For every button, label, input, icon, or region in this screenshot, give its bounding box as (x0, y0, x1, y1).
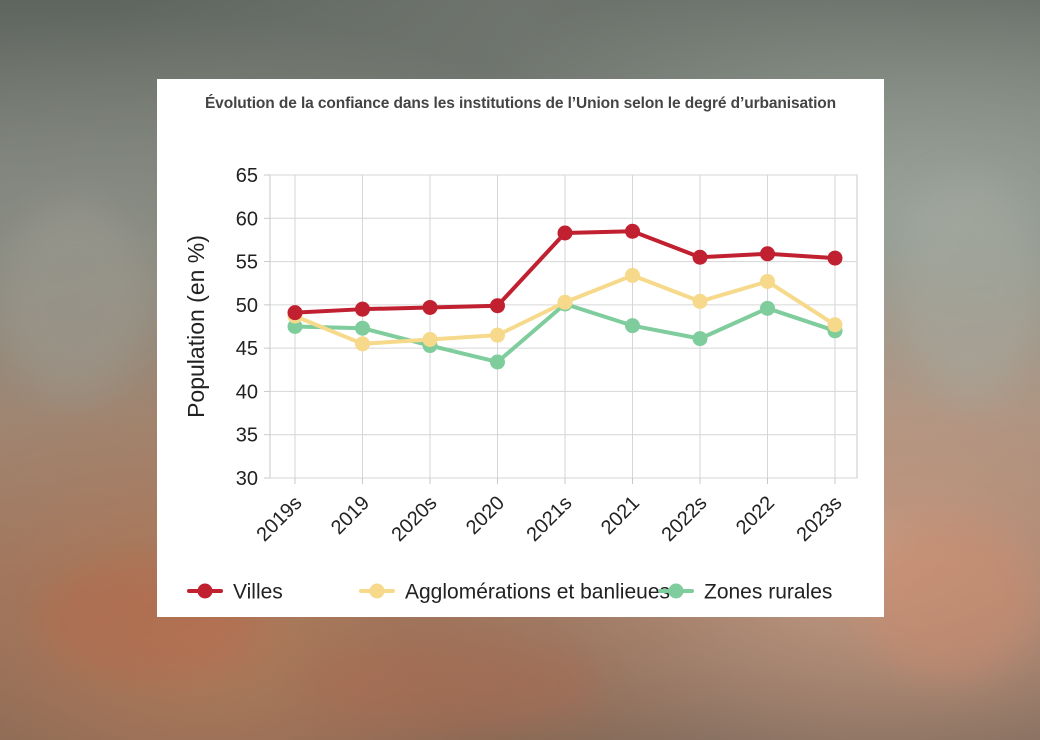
y-tick-label: 40 (236, 381, 258, 403)
data-point (760, 273, 775, 289)
legend-label: Zones rurales (704, 581, 832, 604)
legend-swatch-marker (668, 583, 684, 599)
data-point (355, 301, 370, 317)
background-blur (860, 520, 1040, 680)
data-point (557, 225, 573, 241)
background-blur (900, 180, 1040, 400)
y-tick-label: 55 (236, 252, 258, 274)
data-point (422, 299, 438, 315)
x-tick-label: 2022s (657, 492, 711, 546)
x-tick-label: 2022 (732, 492, 779, 539)
x-tick-label: 2021s (522, 492, 576, 546)
legend-swatch-marker (197, 583, 213, 599)
chart-card: Évolution de la confiance dans les insti… (157, 79, 884, 617)
data-point (557, 294, 573, 310)
x-tick-label: 2019s (252, 492, 306, 546)
data-point (625, 223, 640, 239)
y-tick-label: 35 (236, 425, 258, 447)
data-point (760, 300, 775, 316)
background-blur (300, 640, 600, 730)
data-point (422, 331, 438, 347)
data-point (355, 336, 370, 352)
data-point (760, 246, 775, 262)
data-point (625, 267, 640, 283)
data-point (692, 331, 708, 347)
data-point (490, 354, 505, 370)
legend-label: Villes (233, 581, 283, 604)
y-tick-label: 60 (236, 208, 258, 230)
line-chart: 30 35 40 45 50 55 60 65 2019s 2019 2020s 2020 2021s 2… (183, 165, 858, 604)
x-tick-label: 2023s (792, 492, 846, 546)
data-point (625, 318, 640, 334)
legend-swatch-marker (369, 583, 385, 599)
data-point (490, 298, 505, 314)
x-tick-label: 2020 (462, 492, 509, 539)
data-point (490, 327, 505, 343)
data-point (827, 317, 843, 333)
y-tick-label: 45 (236, 338, 258, 360)
legend-label: Agglomérations et banlieues (405, 581, 670, 604)
chart-title: Évolution de la confiance dans les insti… (204, 95, 837, 112)
x-tick-label: 2020s (387, 492, 441, 546)
data-point (287, 319, 303, 334)
data-point (692, 293, 708, 309)
data-point (692, 249, 708, 265)
y-tick-label: 30 (236, 468, 258, 490)
y-axis-label: Population (en %) (183, 235, 209, 418)
y-tick-label: 50 (236, 295, 258, 317)
x-tick-label: 2019 (327, 492, 374, 539)
data-point (355, 320, 370, 336)
background-blur (0, 200, 150, 400)
x-tick-label: 2021 (597, 492, 644, 539)
data-point (287, 305, 303, 321)
data-point (827, 250, 843, 266)
y-tick-label: 65 (236, 165, 258, 187)
